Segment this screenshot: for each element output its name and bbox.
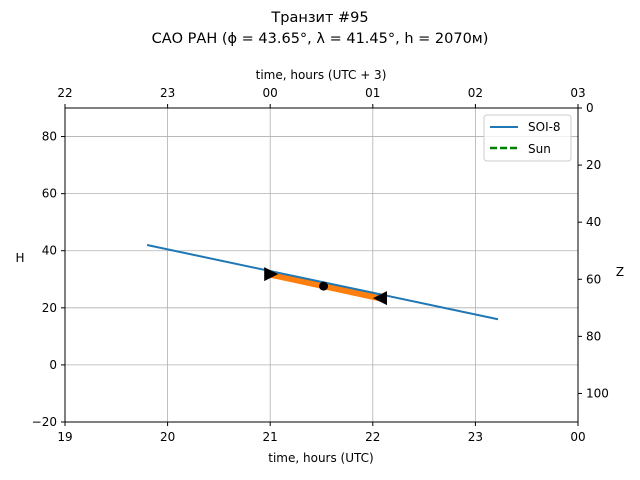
x-axis-label: time, hours (UTC) (268, 451, 373, 465)
z-tick-label: 40 (586, 215, 601, 229)
legend-label-soi8: SOI-8 (528, 120, 561, 134)
x-tick-label: 22 (365, 430, 380, 444)
y-tick-label: 80 (42, 130, 57, 144)
plot-frame (64, 107, 579, 423)
z-axis-label: Z (616, 265, 624, 279)
legend-label-sun: Sun (528, 142, 551, 156)
x-tick-label: 23 (468, 430, 483, 444)
x-tick-label: 19 (57, 430, 72, 444)
transit-end-marker (373, 291, 388, 306)
x-top-tick-label: 22 (57, 86, 72, 100)
chart-subtitle: САО РАН (ϕ = 43.65°, λ = 41.45°, h = 207… (152, 31, 489, 47)
x-tick-label: 00 (570, 430, 585, 444)
transit-start-marker (264, 267, 279, 282)
transit-center-marker (319, 281, 329, 291)
x-top-tick-label: 00 (263, 86, 278, 100)
legend: SOI-8 Sun (483, 114, 572, 162)
z-tick-label: 100 (586, 386, 609, 400)
y-tick-label: 20 (42, 301, 57, 315)
z-tick-label: 20 (586, 158, 601, 172)
y-tick-label: −20 (32, 415, 57, 429)
y-tick-label: 0 (49, 358, 57, 372)
x-top-tick-label: 01 (365, 86, 380, 100)
x-axis-top-label: time, hours (UTC + 3) (256, 68, 387, 82)
x-top-tick-label: 02 (468, 86, 483, 100)
x-top-tick-label: 23 (160, 86, 175, 100)
z-tick-label: 60 (586, 272, 601, 286)
x-tick-label: 21 (263, 430, 278, 444)
x-top-tick-label: 03 (570, 86, 585, 100)
y-tick-label: 60 (42, 187, 57, 201)
y-axis-label: H (15, 251, 24, 265)
x-tick-label: 20 (160, 430, 175, 444)
z-tick-label: 80 (586, 329, 601, 343)
y-tick-label: 40 (42, 244, 57, 258)
z-tick-label: 0 (586, 101, 594, 115)
chart-title: Транзит #95 (270, 10, 368, 26)
